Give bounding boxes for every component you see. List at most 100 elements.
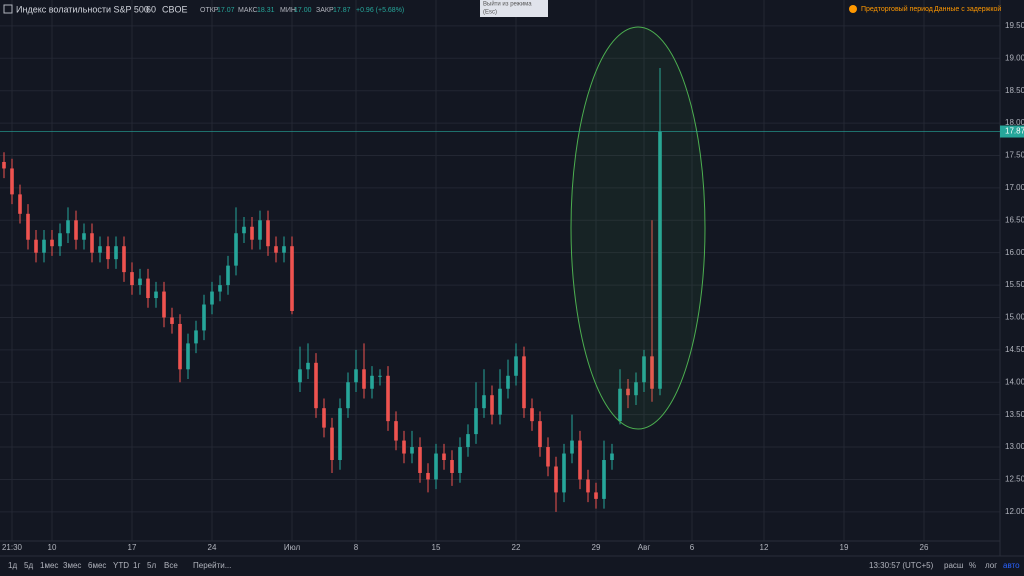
y-tick-label: 15.50 xyxy=(1005,280,1024,289)
y-tick-label: 19.00 xyxy=(1005,53,1024,62)
candles xyxy=(2,68,662,512)
range-button[interactable]: 1г xyxy=(133,561,140,570)
candle-body xyxy=(570,440,574,454)
candle-body xyxy=(626,388,630,396)
candle-body xyxy=(594,492,598,499)
candle-body xyxy=(82,233,86,240)
status-icon[interactable] xyxy=(849,5,857,13)
candle-body xyxy=(330,427,334,461)
candle-body xyxy=(106,246,110,260)
candle-body xyxy=(146,278,150,299)
candle-body xyxy=(402,440,406,454)
candle-body xyxy=(98,246,102,253)
candle-body xyxy=(378,375,382,377)
option-button[interactable]: расш xyxy=(944,561,963,570)
candle-body xyxy=(618,388,622,422)
candle-body xyxy=(34,239,38,253)
y-tick-label: 13.50 xyxy=(1005,410,1024,419)
candle-body xyxy=(18,194,22,214)
candle-body xyxy=(602,460,606,499)
candle-body xyxy=(642,356,646,383)
range-button[interactable]: 3мес xyxy=(63,561,81,570)
candle-body xyxy=(386,375,390,422)
close-value: 17.87 xyxy=(333,7,351,14)
x-tick-label: Авг xyxy=(638,543,651,552)
y-tick-label: 19.50 xyxy=(1005,21,1024,30)
candle-body xyxy=(66,220,70,234)
range-button[interactable]: 5л xyxy=(147,561,156,570)
candle-body xyxy=(210,291,214,305)
y-tick-label: 14.50 xyxy=(1005,345,1024,354)
candle-body xyxy=(2,161,6,169)
x-tick-label: 8 xyxy=(354,543,359,552)
y-tick-label: 15.00 xyxy=(1005,313,1024,322)
collapse-icon[interactable] xyxy=(3,4,13,14)
goto-button[interactable]: Перейти... xyxy=(193,561,231,570)
candle-body xyxy=(554,466,558,493)
x-tick-label: 19 xyxy=(840,543,849,552)
candle-body xyxy=(242,226,246,234)
candle-body xyxy=(610,453,614,461)
candle-body xyxy=(194,330,198,344)
x-tick-label: 21:30 xyxy=(2,543,23,552)
last-price-label: 17.87 xyxy=(1005,127,1024,136)
option-button[interactable]: авто xyxy=(1003,561,1020,570)
candle-body xyxy=(74,220,78,240)
range-button[interactable]: 6мес xyxy=(88,561,106,570)
x-tick-label: 12 xyxy=(760,543,769,552)
y-tick-label: 16.50 xyxy=(1005,215,1024,224)
high-value: 18.31 xyxy=(257,7,275,14)
range-button[interactable]: 1д xyxy=(8,561,17,570)
option-button[interactable]: % xyxy=(969,561,976,570)
x-tick-label: 17 xyxy=(128,543,137,552)
range-button[interactable]: YTD xyxy=(113,561,129,570)
clock: 13:30:57 (UTC+5) xyxy=(869,561,934,570)
y-tick-label: 12.50 xyxy=(1005,475,1024,484)
candle-body xyxy=(490,395,494,415)
candle-body xyxy=(394,421,398,441)
y-tick-label: 17.00 xyxy=(1005,183,1024,192)
range-button[interactable]: 5д xyxy=(24,561,33,570)
candle-body xyxy=(266,220,270,247)
candle-body xyxy=(314,362,318,409)
candle-body xyxy=(258,220,262,240)
open-value: 17.07 xyxy=(217,7,235,14)
candle-body xyxy=(538,421,542,448)
candle-body xyxy=(282,246,286,253)
candle-body xyxy=(306,362,310,370)
symbol-title: Индекс волатильности S&P 500 xyxy=(16,4,149,14)
candle-body xyxy=(226,265,230,286)
range-button[interactable]: 1мес xyxy=(40,561,58,570)
candle-body xyxy=(562,453,566,493)
range-button[interactable]: Все xyxy=(164,561,178,570)
candle-body xyxy=(530,408,534,422)
candle-body xyxy=(370,375,374,389)
y-tick-label: 18.50 xyxy=(1005,86,1024,95)
low-value: 17.00 xyxy=(294,7,312,14)
y-tick-label: 18.00 xyxy=(1005,118,1024,127)
tooltip-line: (Esc) xyxy=(483,10,497,16)
candle-body xyxy=(170,317,174,324)
candle-body xyxy=(274,246,278,253)
y-tick-label: 16.00 xyxy=(1005,248,1024,257)
candle-body xyxy=(250,226,254,240)
candle-body xyxy=(234,233,238,266)
candle-body xyxy=(178,323,182,370)
candle-body xyxy=(50,239,54,247)
candle-body xyxy=(434,453,438,480)
candle-body xyxy=(658,131,662,389)
candle-body xyxy=(90,233,94,253)
delay-note: Данные с задержкой xyxy=(934,5,1001,13)
header: Индекс волатильности S&P 500 60 CBOE ОТК… xyxy=(3,0,1001,17)
candle-body xyxy=(546,447,550,467)
y-tick-label: 13.00 xyxy=(1005,442,1024,451)
candle-body xyxy=(42,239,46,253)
x-tick-label: 10 xyxy=(48,543,57,552)
candle-body xyxy=(290,246,294,311)
change-value: +0.96 (+5.68%) xyxy=(356,7,404,14)
candle-body xyxy=(322,408,326,428)
option-button[interactable]: лог xyxy=(985,561,997,570)
candle-body xyxy=(634,382,638,396)
candle-body xyxy=(202,304,206,331)
